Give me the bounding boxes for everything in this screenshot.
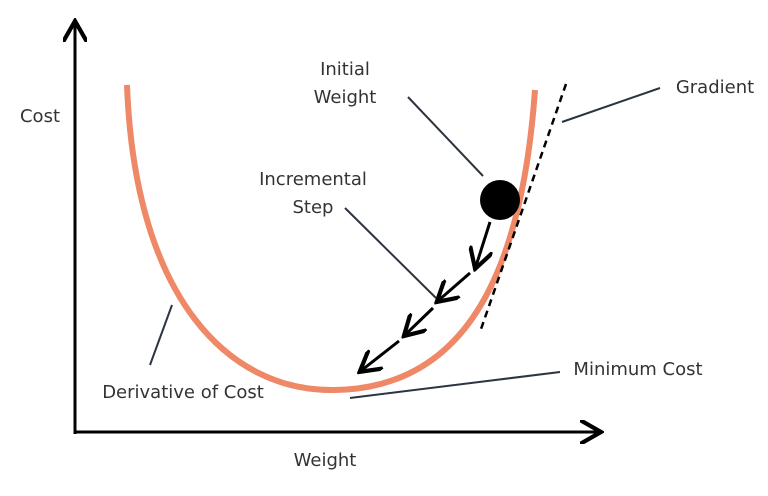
label: Gradient xyxy=(676,77,754,98)
label: Derivative of Cost xyxy=(102,382,264,403)
cost-curve xyxy=(124,84,538,394)
leader-line xyxy=(349,371,561,399)
x-axis-label: Weight xyxy=(294,450,357,471)
leader-line xyxy=(344,207,437,299)
step-arrow xyxy=(406,306,435,334)
leader-line xyxy=(407,96,484,177)
y-axis-label: Cost xyxy=(20,106,60,127)
label: Incremental xyxy=(259,169,367,190)
gradient-line xyxy=(478,83,568,333)
step-arrow xyxy=(439,271,471,300)
label: Weight xyxy=(314,87,377,108)
step-arrow xyxy=(476,221,490,266)
label: Initial xyxy=(320,59,370,80)
label: Minimum Cost xyxy=(573,359,702,380)
leader-line xyxy=(149,304,173,366)
leader-line xyxy=(561,87,661,123)
label: Step xyxy=(293,197,334,218)
initial-weight-ball xyxy=(480,180,520,220)
step-arrow xyxy=(362,339,400,370)
